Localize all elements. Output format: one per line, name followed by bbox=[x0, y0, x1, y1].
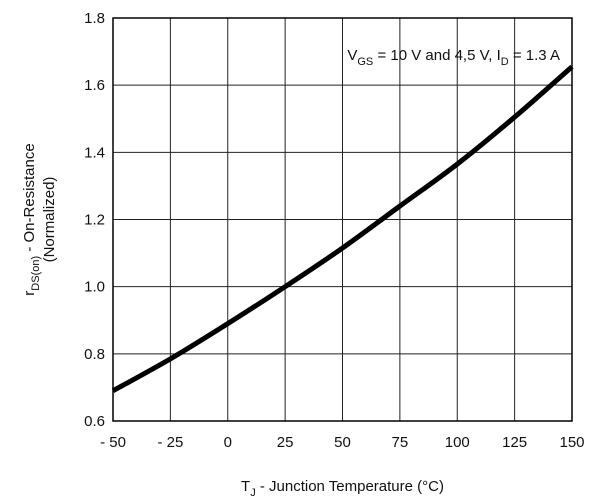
x-axis-label: TJ - Junction Temperature (°C) bbox=[241, 478, 444, 499]
x-tick-label: 0 bbox=[224, 434, 232, 451]
x-tick-label: 125 bbox=[502, 434, 527, 451]
y-tick-label: 0.8 bbox=[84, 346, 105, 363]
annotation-sub: GS bbox=[357, 56, 373, 68]
x-axis-label-sub: J bbox=[250, 487, 256, 499]
y-axis-label-sub: DS(on) bbox=[30, 256, 42, 291]
annotation: VGS = 10 V and 4,5 V, ID = 1.3 A bbox=[347, 47, 560, 68]
annotation-text: = 10 V and 4,5 V, I bbox=[373, 47, 500, 64]
x-tick-label: - 50 bbox=[100, 434, 126, 451]
y-tick-label: 1.2 bbox=[84, 212, 105, 229]
x-tick-label: 50 bbox=[334, 434, 351, 451]
x-axis-label-rest: - Junction Temperature (°C) bbox=[256, 478, 444, 495]
y-tick-label: 1.8 bbox=[84, 10, 105, 27]
series-line bbox=[111, 64, 574, 393]
annotation-text: = 1.3 A bbox=[509, 47, 560, 64]
x-tick-label: 25 bbox=[277, 434, 294, 451]
y-axis-label-line2: (Normalized) bbox=[41, 177, 58, 263]
y-tick-label: 1.4 bbox=[84, 144, 105, 161]
y-tick-label: 1.0 bbox=[84, 279, 105, 296]
annotation-sub: D bbox=[501, 56, 509, 68]
x-tick-label: - 25 bbox=[157, 434, 183, 451]
x-tick-label: 150 bbox=[559, 434, 584, 451]
annotation-text: V bbox=[347, 47, 357, 64]
y-axis-label-line1: rDS(on) - On-Resistance bbox=[21, 143, 42, 295]
y-tick-label: 0.6 bbox=[84, 413, 105, 430]
x-tick-label: 75 bbox=[392, 434, 409, 451]
y-axis-label-rest: - On-Resistance bbox=[21, 143, 38, 256]
y-axis-label-main: r bbox=[21, 291, 38, 296]
x-axis-label-main: T bbox=[241, 478, 250, 495]
y-tick-label: 1.6 bbox=[84, 77, 105, 94]
x-tick-label: 100 bbox=[445, 434, 470, 451]
plot-frame bbox=[112, 17, 573, 422]
